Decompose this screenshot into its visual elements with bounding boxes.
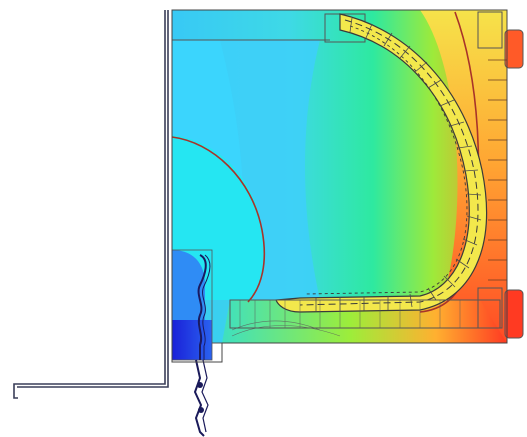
glazing-arc: [275, 13, 488, 313]
right-fins: [477, 29, 524, 339]
exterior-flashing: [13, 10, 169, 399]
frame-body: [171, 9, 508, 360]
bottom-sill: [229, 299, 501, 337]
lower-seal-profile: [193, 359, 209, 437]
frame-outline: [171, 9, 508, 363]
